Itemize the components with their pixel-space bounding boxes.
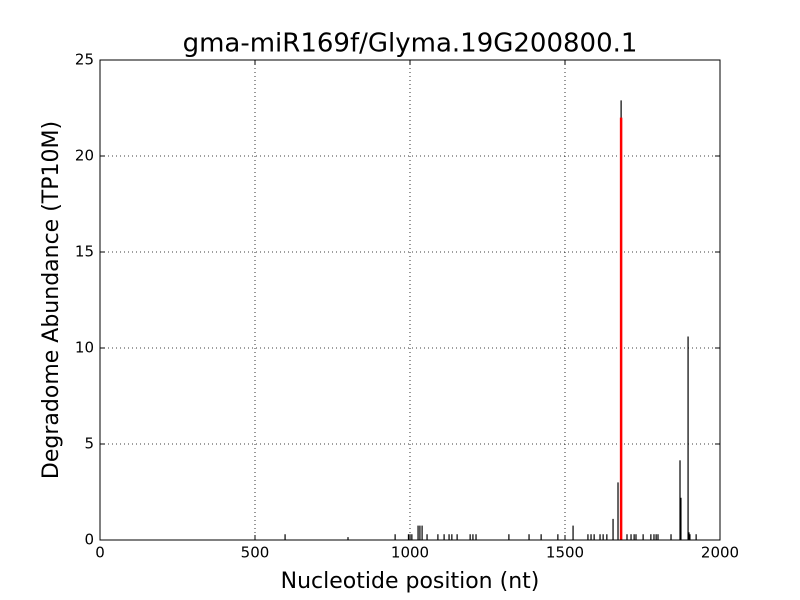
y-tick-label: 5 [84, 435, 94, 453]
x-tick-label: 1000 [391, 544, 429, 562]
y-tick-label: 25 [75, 51, 94, 69]
chart-title: gma-miR169f/Glyma.19G200800.1 [183, 29, 638, 59]
x-tick-label: 2000 [701, 544, 739, 562]
x-axis-label: Nucleotide position (nt) [281, 569, 540, 594]
y-axis-label: Degradome Abundance (TP10M) [39, 121, 64, 479]
x-tick-label: 1500 [546, 544, 584, 562]
plot-frame [99, 59, 721, 541]
y-tick-label: 20 [75, 147, 94, 165]
y-tick-label: 15 [75, 243, 94, 261]
x-tick-label: 0 [95, 544, 105, 562]
y-tick-label: 0 [84, 531, 94, 549]
x-tick-label: 500 [241, 544, 270, 562]
y-tick-label: 10 [75, 339, 94, 357]
